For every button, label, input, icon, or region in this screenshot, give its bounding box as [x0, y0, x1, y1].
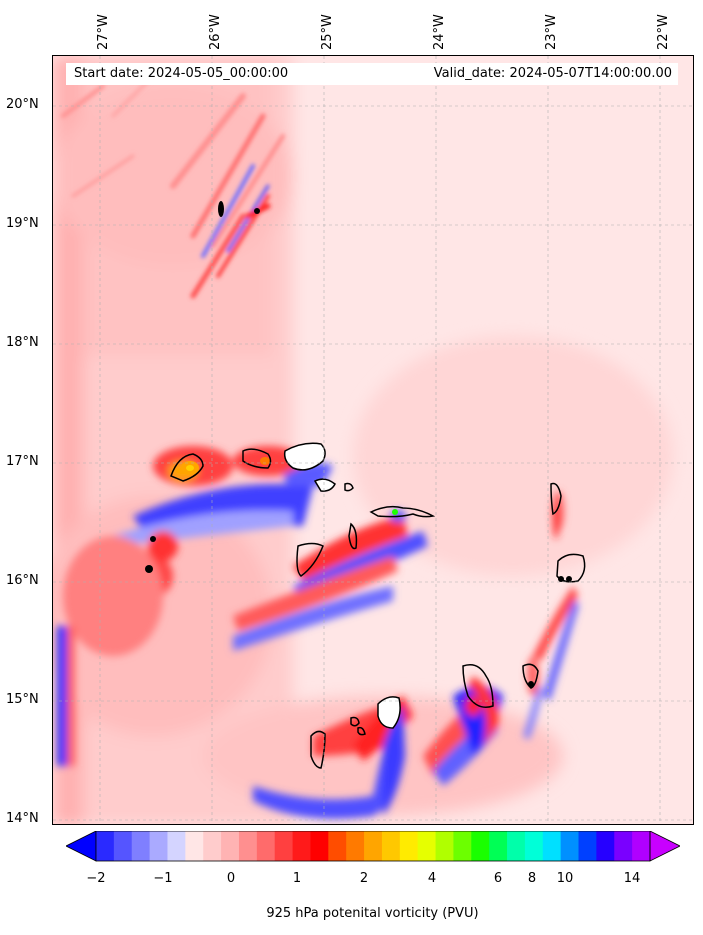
colorbar-segment [149, 831, 168, 861]
colorbar-min-extend [66, 831, 97, 862]
colorbar-segment [238, 831, 258, 861]
lat-label-15n: 15°N [6, 692, 39, 707]
colorbar-tick-label: −1 [153, 871, 173, 886]
colorbar-segment [113, 831, 133, 861]
colorbar-tick-label: 2 [359, 871, 369, 886]
colorbar-segment [96, 831, 115, 861]
lon-label-27w: 27°W [96, 14, 111, 50]
colorbar-segment [614, 831, 633, 861]
colorbar [66, 831, 680, 862]
start-date-label: Start date: 2024-05-05_00:00:00 [74, 66, 289, 81]
lat-label-18n: 18°N [6, 335, 39, 350]
colorbar-tick-label: 4 [427, 871, 437, 886]
lon-label-23w: 23°W [544, 14, 559, 50]
colorbar-segment [364, 831, 383, 861]
lat-label-16n: 16°N [6, 573, 39, 588]
colorbar-segment [221, 831, 240, 861]
colorbar-segment [185, 831, 204, 861]
pv-field-map [53, 56, 693, 824]
colorbar-segment [471, 831, 490, 861]
colorbar-segment [310, 831, 329, 861]
colorbar-tick-label: 1 [292, 871, 302, 886]
colorbar-tick-label: 6 [493, 871, 503, 886]
lon-label-24w: 24°W [432, 14, 447, 50]
graticule [53, 56, 693, 824]
colorbar-segment [507, 831, 526, 861]
colorbar-segment [435, 831, 454, 861]
colorbar-outline [95, 831, 651, 862]
colorbar-segment [453, 831, 472, 861]
colorbar-segment [328, 831, 347, 861]
colorbar-segment [632, 831, 651, 861]
lat-label-20n: 20°N [6, 97, 39, 112]
island-coastlines [170, 442, 586, 769]
colorbar-tick-label: 10 [556, 871, 574, 886]
colorbar-segment [542, 831, 562, 861]
colorbar-tick-label: 14 [623, 871, 641, 886]
colorbar-segment [596, 831, 615, 861]
colorbar-tick-label: −2 [86, 871, 106, 886]
colorbar-max-extend [649, 831, 680, 862]
valid-date-label: Valid_date: 2024-05-07T14:00:00.00 [433, 66, 672, 81]
date-header-box: Start date: 2024-05-05_00:00:00 Valid_da… [66, 63, 678, 85]
colorbar-segment [524, 831, 544, 861]
colorbar-segment [578, 831, 597, 861]
colorbar-segment [256, 831, 276, 861]
colorbar-segment [167, 831, 186, 861]
colorbar-segment [489, 831, 508, 861]
lon-label-26w: 26°W [208, 14, 223, 50]
colorbar-segment [203, 831, 222, 861]
colorbar-label: 925 hPa potenital vorticity (PVU) [266, 906, 479, 921]
colorbar-segment [131, 831, 151, 861]
wave-streaks [61, 74, 285, 299]
island-wakes [57, 446, 579, 819]
lat-label-19n: 19°N [6, 216, 39, 231]
colorbar-tick-label: 0 [226, 871, 236, 886]
colorbar-segment [381, 831, 401, 861]
colorbar-segment [399, 831, 419, 861]
colorbar-segment [346, 831, 365, 861]
lon-label-22w: 22°W [656, 14, 671, 50]
lat-label-17n: 17°N [6, 454, 39, 469]
colorbar-segment [292, 831, 311, 861]
lon-label-25w: 25°W [320, 14, 335, 50]
lat-label-14n: 14°N [6, 811, 39, 826]
colorbar-segment [417, 831, 437, 861]
colorbar-segment [560, 831, 580, 861]
colorbar-segment [274, 831, 294, 861]
colorbar-tick-label: 8 [527, 871, 537, 886]
map-panel [52, 55, 694, 825]
